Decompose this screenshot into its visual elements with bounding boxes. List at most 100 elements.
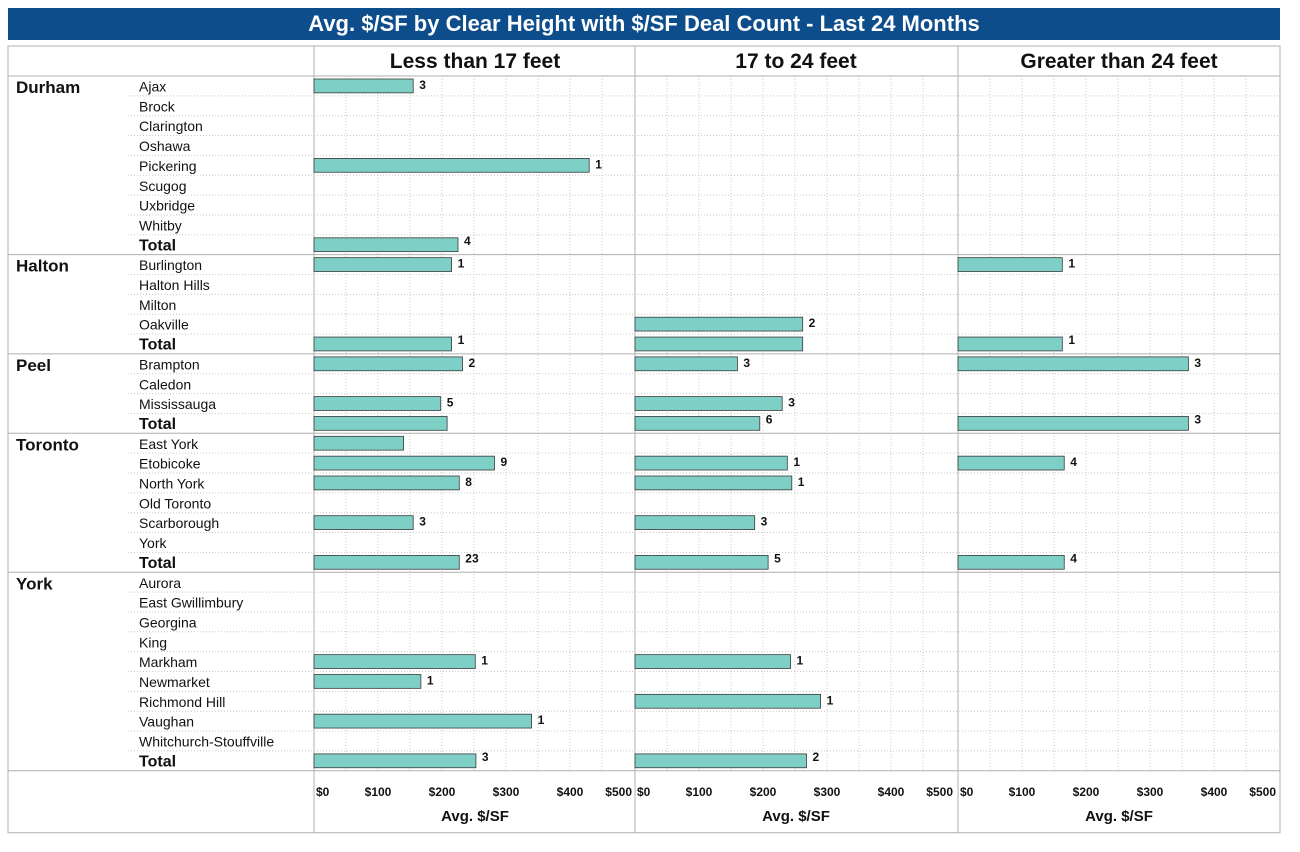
city-label: Oakville bbox=[139, 317, 189, 333]
city-label: Brampton bbox=[139, 356, 200, 372]
deal-count-label: 3 bbox=[1194, 412, 1201, 426]
x-tick-label: $500 bbox=[926, 785, 953, 799]
bar bbox=[634, 753, 807, 769]
bar bbox=[634, 416, 761, 431]
total-row-label: Total bbox=[139, 555, 176, 572]
city-label: Mississauga bbox=[139, 396, 216, 412]
deal-count-label: 1 bbox=[1068, 257, 1075, 271]
bar bbox=[313, 257, 453, 272]
x-tick-label: $400 bbox=[1201, 785, 1228, 799]
column-header: Less than 17 feet bbox=[390, 50, 560, 73]
x-axis-title: Avg. $/SF bbox=[1085, 808, 1153, 825]
x-tick-label: $100 bbox=[365, 785, 392, 799]
bar bbox=[313, 555, 460, 570]
city-label: Scarborough bbox=[139, 515, 219, 531]
city-label: Ajax bbox=[139, 79, 166, 95]
deal-count-label: 3 bbox=[482, 750, 489, 764]
deal-count-label: 3 bbox=[1194, 356, 1201, 370]
deal-count-label: 3 bbox=[788, 396, 795, 410]
deal-count-label: 6 bbox=[766, 412, 773, 426]
bar bbox=[313, 356, 463, 372]
bar bbox=[313, 336, 453, 352]
bar bbox=[634, 475, 793, 491]
deal-count-label: 1 bbox=[1068, 333, 1075, 347]
city-label: Caledon bbox=[139, 376, 191, 392]
bar bbox=[957, 257, 1063, 272]
city-label: Clarington bbox=[139, 118, 203, 134]
bar bbox=[634, 455, 788, 471]
bar bbox=[634, 336, 804, 352]
deal-count-label: 1 bbox=[793, 455, 800, 469]
x-tick-label: $100 bbox=[686, 785, 713, 799]
city-label: Newmarket bbox=[139, 674, 210, 690]
bar bbox=[634, 555, 769, 570]
deal-count-label: 1 bbox=[481, 654, 488, 668]
deal-count-label: 9 bbox=[500, 455, 507, 469]
bar bbox=[313, 475, 460, 491]
deal-count-label: 3 bbox=[743, 356, 750, 370]
region-label: Halton bbox=[16, 257, 69, 276]
region-label: Durham bbox=[16, 78, 80, 97]
city-label: Richmond Hill bbox=[139, 694, 225, 710]
deal-count-label: 1 bbox=[458, 333, 465, 347]
deal-count-label: 2 bbox=[468, 356, 475, 370]
x-tick-label: $300 bbox=[493, 785, 520, 799]
column-header: Greater than 24 feet bbox=[1020, 50, 1217, 73]
city-label: East Gwillimbury bbox=[139, 595, 243, 611]
x-tick-label: $0 bbox=[316, 785, 330, 799]
bar bbox=[634, 356, 738, 372]
bar bbox=[634, 515, 756, 530]
city-label: Etobicoke bbox=[139, 456, 201, 472]
deal-count-label: 2 bbox=[809, 316, 816, 330]
bar bbox=[313, 753, 477, 769]
deal-count-label: 4 bbox=[1070, 455, 1077, 469]
region-label: Peel bbox=[16, 356, 51, 375]
x-tick-label: $200 bbox=[750, 785, 777, 799]
x-tick-label: $200 bbox=[429, 785, 456, 799]
city-label: Brock bbox=[139, 98, 176, 114]
bar bbox=[634, 693, 822, 709]
city-label: Whitby bbox=[139, 217, 182, 233]
deal-count-label: 23 bbox=[465, 551, 479, 565]
deal-count-label: 3 bbox=[419, 78, 426, 92]
bar bbox=[634, 654, 791, 669]
x-tick-label: $400 bbox=[557, 785, 584, 799]
city-label: Oshawa bbox=[139, 138, 191, 154]
city-label: King bbox=[139, 634, 167, 650]
column-header: 17 to 24 feet bbox=[735, 50, 856, 73]
city-label: Uxbridge bbox=[139, 198, 195, 214]
deal-count-label: 3 bbox=[761, 515, 768, 529]
city-label: East York bbox=[139, 436, 199, 452]
bar bbox=[313, 416, 448, 431]
city-label: Markham bbox=[139, 654, 197, 670]
total-row-label: Total bbox=[139, 337, 176, 354]
bar bbox=[313, 515, 414, 530]
bar bbox=[313, 237, 459, 253]
bar bbox=[313, 157, 590, 173]
bar bbox=[313, 674, 422, 689]
deal-count-label: 1 bbox=[458, 257, 465, 271]
city-label: Whitchurch-Stouffville bbox=[139, 734, 274, 750]
deal-count-label: 4 bbox=[464, 234, 471, 248]
city-label: York bbox=[139, 535, 168, 551]
bar bbox=[313, 396, 442, 411]
deal-count-label: 1 bbox=[427, 674, 434, 688]
x-axis-title: Avg. $/SF bbox=[762, 808, 830, 825]
deal-count-label: 1 bbox=[595, 157, 602, 171]
x-tick-label: $500 bbox=[605, 785, 632, 799]
deal-count-label: 1 bbox=[827, 693, 834, 707]
deal-count-label: 8 bbox=[465, 475, 472, 489]
bar bbox=[313, 455, 495, 471]
deal-count-label: 1 bbox=[538, 713, 545, 727]
bar bbox=[313, 435, 404, 451]
bar bbox=[957, 416, 1189, 431]
deal-count-label: 5 bbox=[774, 551, 781, 565]
region-label: Toronto bbox=[16, 435, 79, 454]
bar bbox=[634, 316, 804, 332]
bar bbox=[957, 555, 1065, 570]
x-tick-label: $200 bbox=[1073, 785, 1100, 799]
x-tick-label: $0 bbox=[960, 785, 974, 799]
x-tick-label: $500 bbox=[1249, 785, 1276, 799]
bar bbox=[634, 396, 783, 411]
bar bbox=[957, 455, 1065, 471]
